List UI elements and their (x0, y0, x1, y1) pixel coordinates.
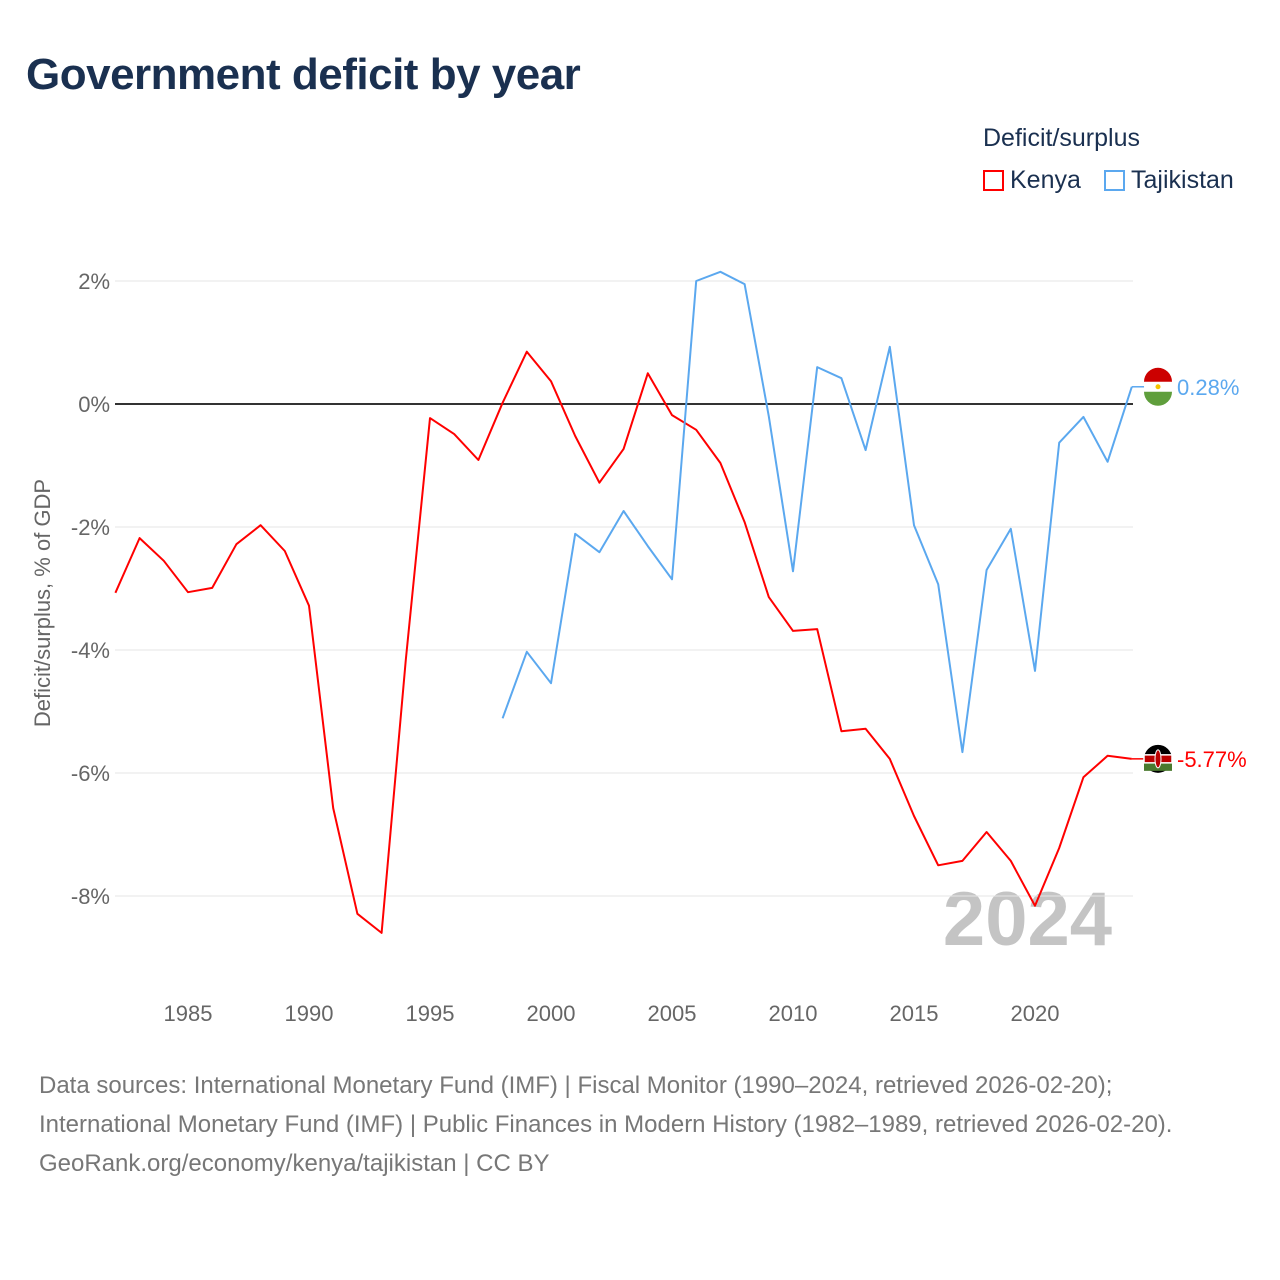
x-tick-label: 1990 (285, 1001, 334, 1026)
x-tick-label: 2005 (648, 1001, 697, 1026)
flag-stripe (1144, 367, 1172, 382)
end-value-label: -5.77% (1177, 747, 1247, 772)
x-tick-label: 2000 (527, 1001, 576, 1026)
legend-label: Kenya (1010, 166, 1081, 194)
legend-label: Tajikistan (1131, 166, 1234, 194)
footer: Data sources: International Monetary Fun… (39, 1066, 1239, 1183)
y-tick-label: -2% (71, 515, 110, 540)
y-tick-label: 2% (78, 269, 110, 294)
y-tick-label: 0% (78, 392, 110, 417)
source-line: International Monetary Fund (IMF) | Publ… (39, 1111, 1173, 1138)
flag-stripe (1144, 391, 1172, 406)
flag-shield (1154, 749, 1162, 769)
flag-crown (1155, 384, 1161, 390)
x-tick-label: 1985 (164, 1001, 213, 1026)
series-line-kenya (114, 350, 1132, 934)
y-tick-label: -4% (71, 638, 110, 663)
legend-swatch-kenya (983, 170, 1004, 191)
chart-title: Government deficit by year (26, 50, 581, 99)
legend-item-tajikistan[interactable]: Tajikistan (1104, 166, 1234, 195)
legend-swatch-tajikistan (1104, 170, 1125, 191)
end-value-label: 0.28% (1177, 375, 1239, 400)
x-tick-label: 2020 (1011, 1001, 1060, 1026)
source-line: Data sources: International Monetary Fun… (39, 1072, 1113, 1099)
legend-title: Deficit/surplus (983, 124, 1140, 152)
x-tick-label: 1995 (406, 1001, 455, 1026)
y-tick-label: -8% (71, 884, 110, 909)
attribution: GeoRank.org/economy/kenya/tajikistan | C… (39, 1150, 550, 1177)
series-line-tajikistan (501, 270, 1133, 754)
x-tick-label: 2015 (890, 1001, 939, 1026)
x-tick-label: 2010 (769, 1001, 818, 1026)
y-tick-label: -6% (71, 761, 110, 786)
legend-item-kenya[interactable]: Kenya (983, 166, 1081, 195)
y-axis-label: Deficit/surplus, % of GDP (30, 479, 55, 727)
